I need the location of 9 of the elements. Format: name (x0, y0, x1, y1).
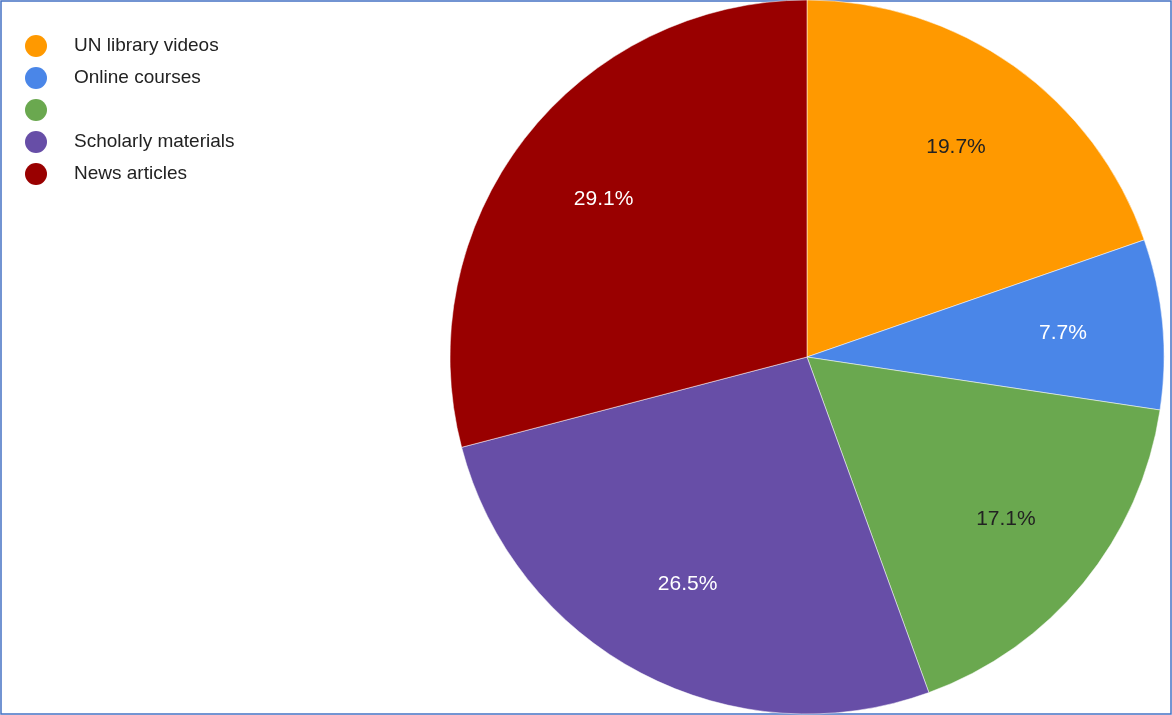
legend-label: UN library videos (74, 34, 219, 56)
data-label: 19.7% (926, 134, 986, 158)
data-label: 26.5% (657, 571, 718, 595)
legend-label: Online courses (74, 66, 201, 88)
data-label: 29.1% (573, 186, 634, 210)
legend-label: Scholarly materials (74, 130, 235, 152)
data-label: 17.1% (976, 506, 1036, 530)
legend-label: News articles (74, 162, 187, 184)
data-label: 7.7% (1039, 319, 1087, 343)
